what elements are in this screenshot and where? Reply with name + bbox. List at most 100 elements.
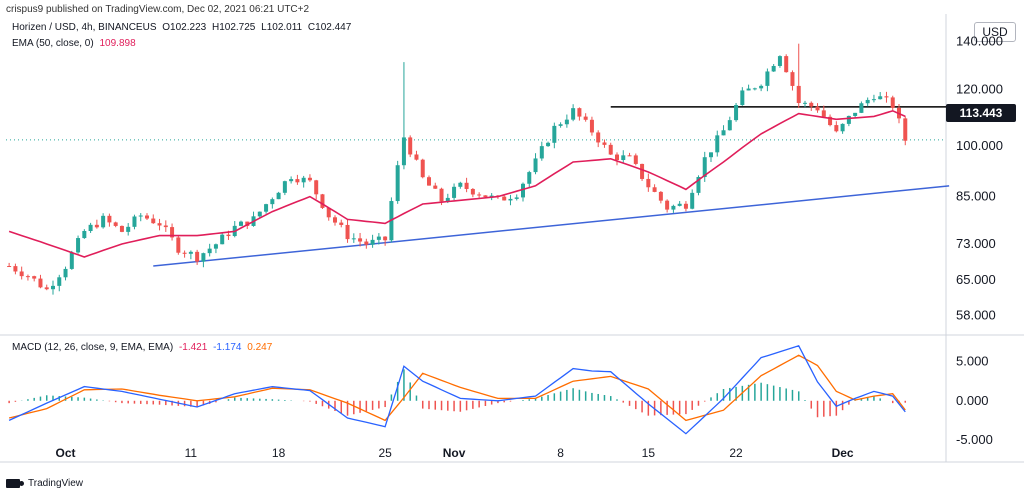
candle-body: [859, 103, 864, 113]
candle-body: [871, 99, 876, 101]
candle-body: [884, 96, 889, 98]
candle-body: [564, 119, 569, 125]
macd-legend[interactable]: MACD (12, 26, close, 9, EMA, EMA) -1.421…: [12, 342, 275, 353]
candle-body: [307, 177, 312, 181]
candle-body: [7, 266, 12, 268]
candle-body: [652, 187, 657, 192]
footer-brand: TradingView: [28, 478, 84, 489]
currency-button[interactable]: USD: [974, 22, 1016, 42]
candle-body: [665, 200, 670, 210]
time-tick-label: Nov: [443, 446, 466, 460]
candle-body: [790, 72, 795, 86]
candle-body: [527, 172, 532, 184]
candle-body: [552, 125, 557, 143]
candle-body: [483, 195, 488, 197]
trendline: [153, 185, 950, 267]
candle-body: [890, 97, 895, 108]
candle-body: [621, 155, 626, 160]
price-tick-label: 140.000: [956, 33, 1003, 48]
candle-body: [351, 238, 356, 240]
price-tick-label: 58.000: [956, 307, 996, 322]
ohlc-close: C102.447: [307, 22, 352, 33]
ema-value: 109.898: [99, 38, 136, 49]
candle-body: [113, 222, 118, 226]
candle-body: [126, 226, 131, 232]
candle-body: [865, 99, 870, 104]
signal-line: [8, 354, 906, 422]
candle-body: [809, 102, 814, 107]
candle-body: [13, 266, 18, 272]
candle-body: [502, 196, 507, 201]
candle-body: [683, 203, 688, 209]
candle-body: [370, 239, 375, 245]
candle-body: [170, 227, 175, 238]
macd-value: -1.421: [178, 342, 208, 353]
candle-body: [57, 277, 62, 286]
macd-tick-label: 5.000: [956, 354, 989, 369]
symbol-title[interactable]: Horizen / USD, 4h, BINANCEUS: [12, 22, 157, 33]
candle-body: [452, 186, 457, 198]
footer[interactable]: TradingView: [6, 478, 83, 489]
candle-body: [289, 179, 294, 182]
candle-body: [19, 271, 24, 277]
candle-body: [596, 132, 601, 143]
candle-body: [615, 154, 619, 160]
ohlc-high: H102.725: [212, 22, 256, 33]
candle-body: [82, 230, 87, 239]
candle-body: [132, 216, 137, 227]
candle-body: [577, 108, 582, 117]
symbol-legend: Horizen / USD, 4h, BINANCEUS O102.223 H1…: [12, 22, 354, 33]
ema-line: [8, 109, 906, 258]
candle-body: [633, 155, 638, 164]
macd-line: [8, 345, 906, 435]
candle-body: [514, 197, 519, 199]
candle-body: [176, 237, 181, 253]
candle-body: [658, 191, 663, 201]
price-tick-label: 85.000: [956, 189, 996, 204]
candle-body: [721, 130, 726, 136]
time-tick-label: Oct: [56, 446, 76, 460]
candle-body: [840, 123, 845, 132]
candle-body: [44, 287, 49, 290]
candle-body: [220, 234, 225, 245]
candle-body: [458, 182, 463, 187]
candle-body: [301, 177, 306, 183]
candle-body: [38, 278, 43, 288]
candle-body: [201, 253, 206, 262]
candle-body: [846, 115, 851, 124]
candle-body: [138, 215, 143, 217]
candle-body: [163, 225, 168, 228]
candle-body: [401, 137, 406, 166]
candle-body: [696, 177, 701, 193]
candle-body: [395, 165, 400, 202]
ema-legend[interactable]: EMA (50, close, 0) 109.898: [12, 38, 139, 49]
candle-body: [433, 185, 438, 189]
signal-value: -1.174: [213, 342, 242, 353]
candle-body: [427, 177, 431, 186]
candle-body: [715, 135, 720, 153]
ema-label: EMA (50, close, 0): [12, 38, 94, 49]
candle-body: [264, 204, 269, 212]
time-tick-label: 18: [272, 446, 286, 460]
candle-body: [821, 110, 826, 117]
macd-tick-label: 0.000: [956, 393, 989, 408]
candle-body: [213, 244, 218, 249]
candle-body: [239, 221, 243, 226]
candle-body: [521, 183, 525, 198]
candle-body: [903, 118, 908, 141]
candle-body: [145, 215, 149, 219]
candle-body: [702, 157, 707, 178]
candle-body: [314, 180, 319, 195]
publisher-line: crispus9 published on TradingView.com, D…: [6, 4, 310, 15]
time-tick-label: 8: [557, 446, 564, 460]
candle-body: [414, 154, 419, 160]
candle-body: [558, 124, 563, 126]
candle-body: [771, 65, 776, 72]
candle-body: [690, 192, 695, 209]
candle-body: [834, 125, 839, 132]
time-tick-label: 11: [185, 446, 198, 460]
candle-body: [88, 224, 93, 231]
candle-body: [477, 194, 482, 196]
candle-body: [709, 152, 713, 158]
